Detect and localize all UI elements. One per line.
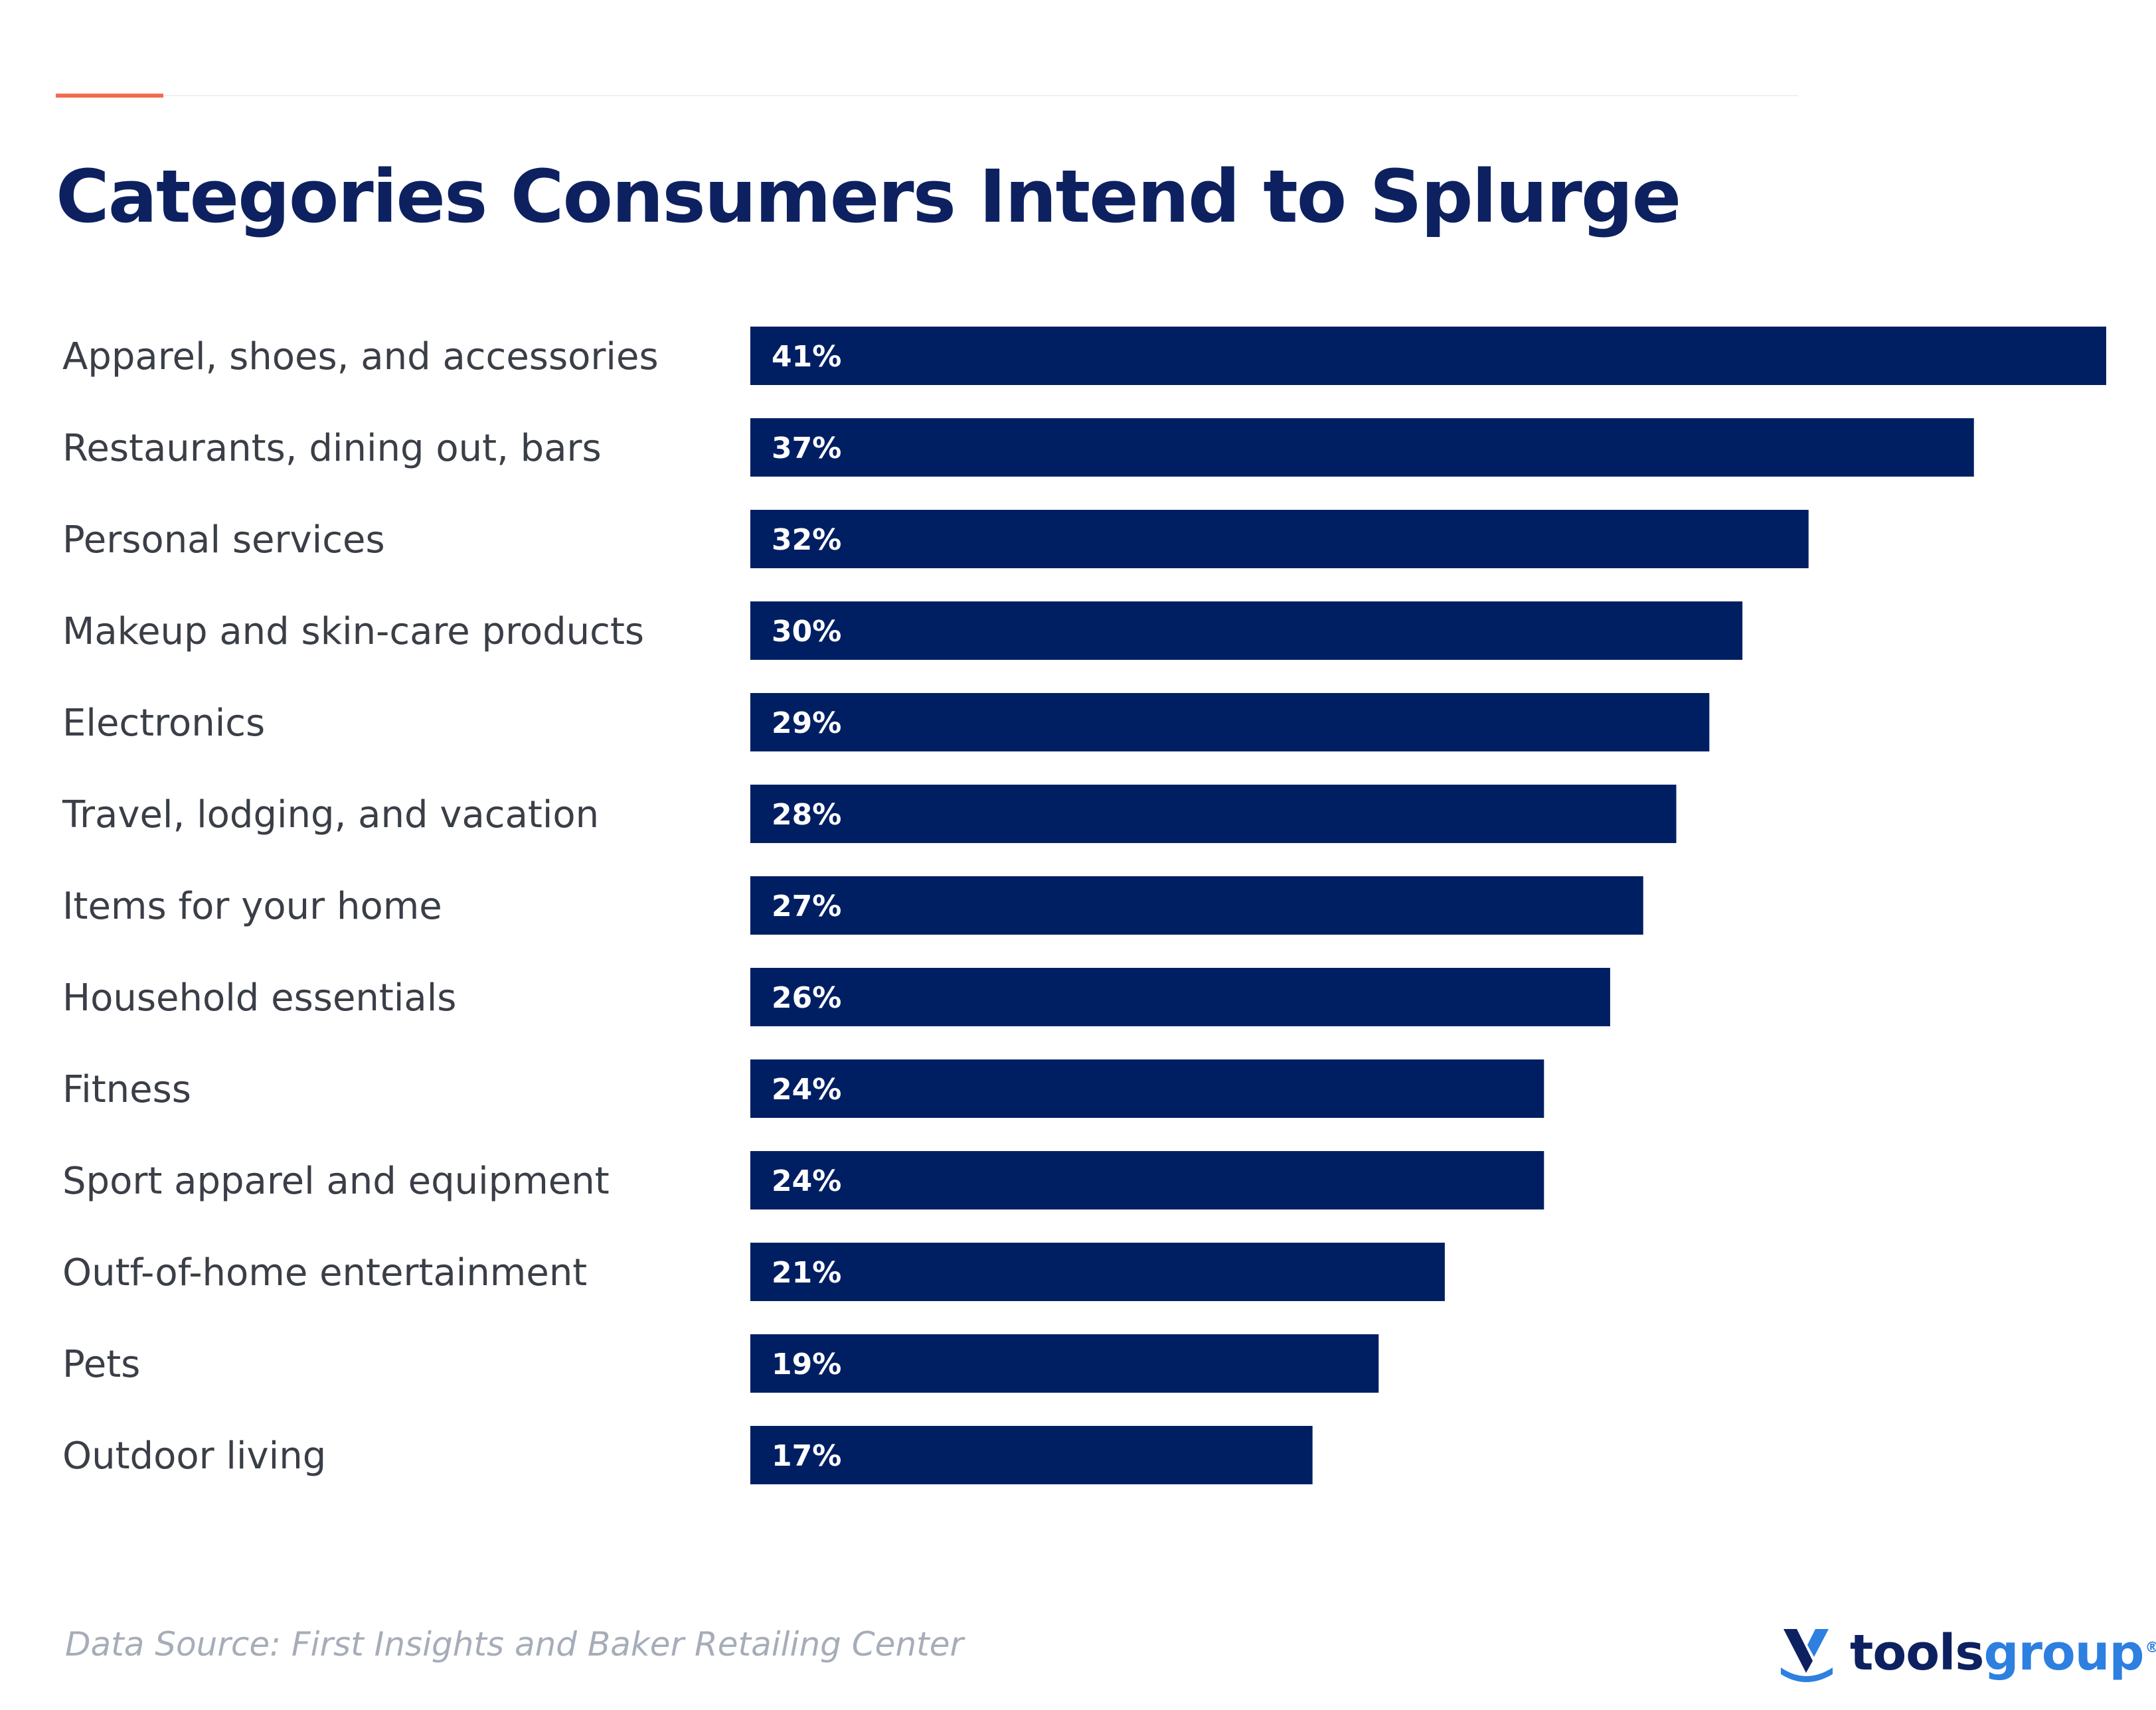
value-label: 29% (772, 706, 841, 740)
value-label: 28% (772, 798, 841, 832)
accent-divider (56, 94, 163, 98)
logo-word-tools: tools (1850, 1624, 1984, 1681)
value-label: 26% (772, 981, 841, 1015)
value-label: 41% (772, 340, 841, 374)
category-label: Outf-of-home entertainment (62, 1251, 587, 1294)
bar (750, 327, 2106, 385)
data-source: Data Source: First Insights and Baker Re… (65, 1625, 964, 1664)
toolsgroup-logo: toolsgroup® (1777, 1620, 2156, 1686)
value-label: 19% (772, 1348, 841, 1381)
bar (750, 418, 1974, 477)
value-label: 24% (772, 1073, 841, 1107)
category-label: Fitness (62, 1068, 191, 1111)
top-divider (56, 95, 1798, 96)
bar (750, 876, 1643, 935)
value-label: 32% (772, 523, 841, 557)
logo-wordmark: toolsgroup® (1850, 1624, 2156, 1681)
category-label: Personal services (62, 518, 385, 562)
category-label: Apparel, shoes, and accessories (62, 335, 659, 378)
bar (750, 1334, 1379, 1393)
bar (750, 601, 1743, 660)
logo-word-group: group (1983, 1624, 2144, 1681)
category-label: Sport apparel and equipment (62, 1160, 610, 1203)
value-label: 30% (772, 615, 841, 649)
bar (750, 1059, 1544, 1118)
category-label: Electronics (62, 702, 265, 745)
value-label: 17% (772, 1439, 841, 1473)
toolsgroup-mark-icon (1781, 1629, 1833, 1682)
category-label: Travel, lodging, and vacation (62, 793, 599, 836)
value-label: 21% (772, 1256, 841, 1290)
bar (750, 1243, 1445, 1301)
bar (750, 1426, 1313, 1484)
category-label: Restaurants, dining out, bars (62, 427, 602, 470)
category-label: Makeup and skin-care products (62, 610, 644, 653)
bar (750, 968, 1610, 1026)
bar (750, 785, 1677, 843)
value-label: 24% (772, 1164, 841, 1198)
category-label: Outdoor living (62, 1435, 326, 1478)
bar (750, 510, 1809, 568)
value-label: 37% (772, 431, 841, 465)
category-label: Items for your home (62, 885, 442, 928)
chart-title: Categories Consumers Intend to Splurge (56, 154, 1681, 239)
category-label: Pets (62, 1343, 140, 1386)
bar (750, 1151, 1544, 1209)
category-label: Household essentials (62, 976, 456, 1020)
logo-registered-mark: ® (2145, 1640, 2156, 1657)
value-label: 27% (772, 890, 841, 923)
bar (750, 693, 1710, 751)
